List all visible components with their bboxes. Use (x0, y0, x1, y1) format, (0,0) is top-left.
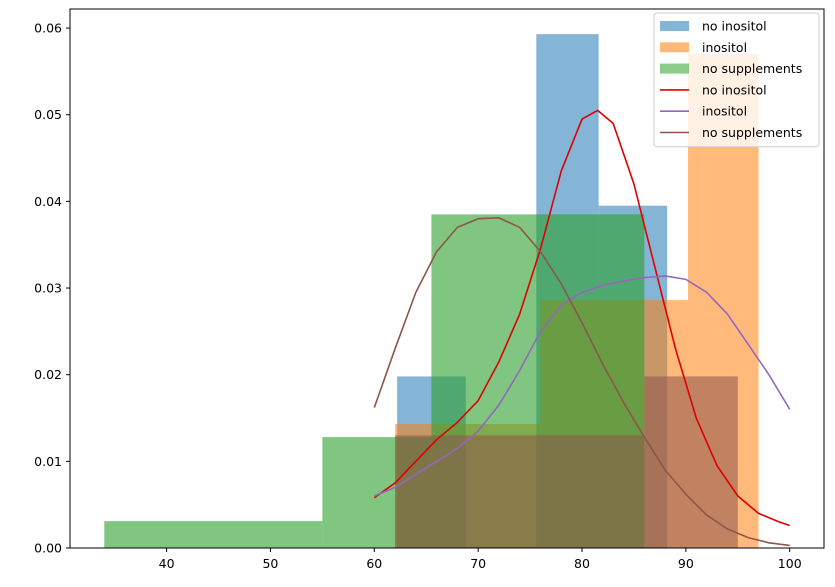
y-tick-label: 0.05 (34, 107, 62, 122)
y-tick-label: 0.00 (34, 541, 62, 556)
legend-label: inositol (702, 40, 747, 55)
x-tick-label: 100 (778, 556, 802, 571)
y-tick-label: 0.03 (34, 281, 62, 296)
histogram-bar (104, 521, 323, 548)
x-tick-label: 60 (366, 556, 382, 571)
legend-swatch (660, 63, 689, 74)
legend-label: no inositol (702, 82, 767, 97)
y-tick-label: 0.04 (34, 194, 62, 209)
legend-label: inositol (702, 104, 747, 119)
x-tick-label: 50 (262, 556, 278, 571)
legend: no inositol inositol no supplements no inos… (653, 12, 820, 148)
legend-box (653, 12, 820, 148)
legend-swatch (660, 21, 689, 31)
y-tick-label: 0.01 (34, 454, 62, 469)
x-tick-label: 90 (678, 556, 694, 571)
density-curve (373, 109, 790, 527)
histogram-bar (395, 435, 645, 548)
x-axis-ticks: 40 50 60 70 80 90 100 (159, 548, 802, 571)
density-curves (373, 109, 791, 547)
x-tick-label: 80 (574, 556, 590, 571)
legend-label: no inositol (702, 19, 767, 34)
y-axis-ticks: 0.00 0.01 0.02 0.03 0.04 0.05 0.06 (34, 21, 70, 556)
legend-label: no supplements (702, 61, 802, 76)
legend-swatch (660, 42, 689, 53)
x-tick-label: 40 (159, 556, 175, 571)
density-curve (373, 217, 790, 547)
y-tick-label: 0.02 (34, 367, 62, 382)
y-tick-label: 0.06 (34, 21, 62, 36)
x-tick-label: 70 (470, 556, 486, 571)
legend-label: no supplements (702, 125, 802, 140)
histogram-bars (104, 34, 759, 549)
density-curve (373, 275, 791, 497)
plot-frame (69, 8, 825, 549)
